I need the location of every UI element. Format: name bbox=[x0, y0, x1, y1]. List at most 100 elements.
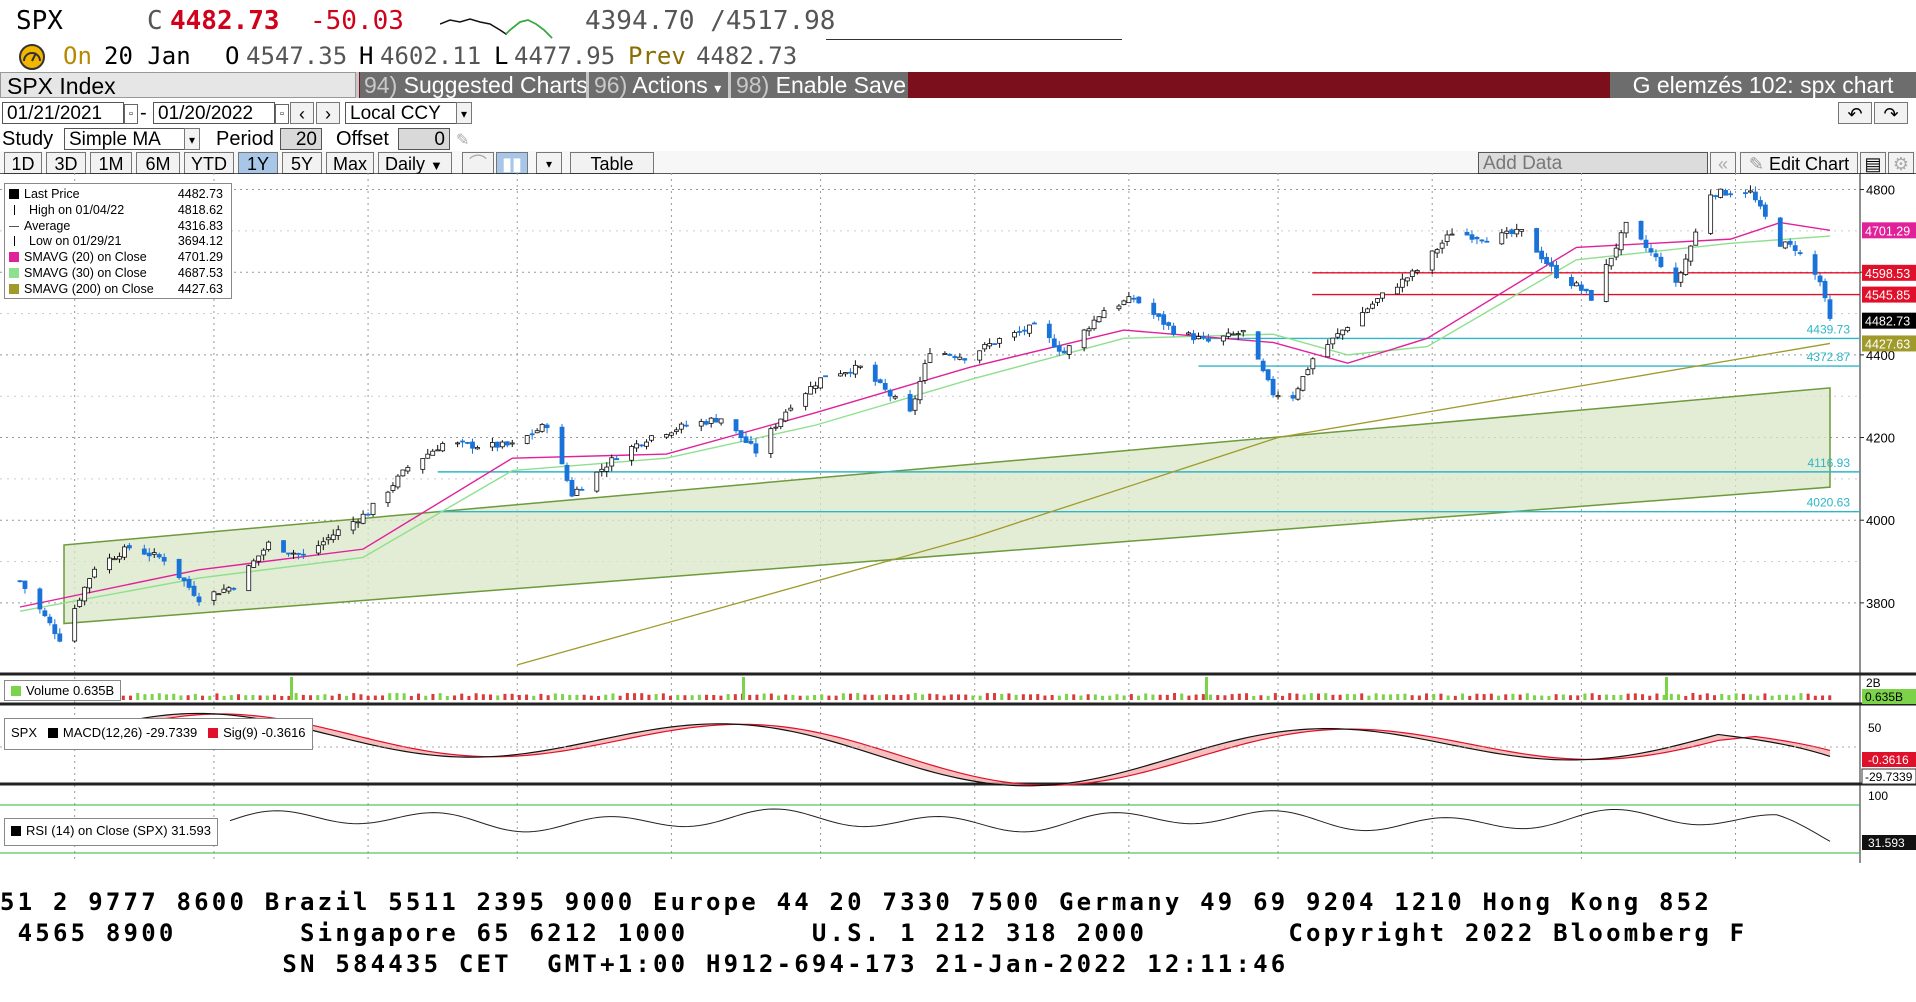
calendar-icon[interactable]: ▫ bbox=[275, 104, 289, 124]
volume-bar bbox=[1677, 694, 1681, 700]
collapse-icon[interactable]: « bbox=[1710, 152, 1736, 174]
actions-button[interactable]: 96) Actions ▾ bbox=[590, 72, 732, 98]
gear-icon[interactable]: ⚙ bbox=[1888, 152, 1914, 174]
candle-body bbox=[1335, 333, 1341, 338]
chevron-down-icon[interactable]: ▾ bbox=[456, 102, 472, 124]
candle-body bbox=[435, 449, 441, 452]
volume-bar bbox=[1597, 694, 1601, 700]
volume-bar bbox=[273, 694, 277, 700]
candle-body bbox=[1708, 194, 1714, 234]
offset-field[interactable]: 0 bbox=[398, 128, 450, 150]
candle-chart-icon[interactable]: ▮▮ bbox=[496, 152, 528, 174]
edit-chart-button[interactable]: ✎ Edit Chart bbox=[1740, 152, 1858, 174]
horizontal-levels: 4439.73 4372.87 4116.93 4020.63 bbox=[437, 272, 1860, 513]
security-field[interactable]: SPX Index bbox=[0, 72, 356, 99]
volume-bar bbox=[453, 695, 457, 700]
volume-bar bbox=[337, 693, 341, 700]
price-chart[interactable]: 4439.73 4372.87 4116.93 4020.63 3800 4000 420… bbox=[0, 173, 1916, 863]
volume-bar bbox=[611, 693, 615, 700]
volume-bar bbox=[1425, 693, 1429, 700]
candle-body bbox=[609, 457, 615, 467]
ticker-symbol[interactable]: SPX bbox=[16, 6, 63, 36]
candle-body bbox=[673, 429, 679, 432]
candle-body bbox=[1255, 331, 1261, 360]
redo-icon[interactable]: ↷ bbox=[1874, 102, 1908, 124]
candle-body bbox=[1051, 338, 1057, 348]
volume-bar bbox=[1533, 695, 1537, 700]
candle-body bbox=[1027, 324, 1032, 334]
range-6m-button[interactable]: 6M bbox=[136, 152, 180, 174]
volume-bar bbox=[179, 695, 183, 700]
candle-body bbox=[738, 430, 744, 439]
study-select[interactable]: Simple MA bbox=[64, 128, 200, 150]
sparkline-icon bbox=[440, 18, 553, 39]
enable-save-button[interactable]: 98) Enable Save bbox=[732, 72, 908, 98]
candle-body bbox=[211, 591, 217, 601]
volume-bar bbox=[1741, 693, 1745, 700]
candle-body bbox=[1822, 280, 1828, 299]
range-5y-button[interactable]: 5Y bbox=[282, 152, 322, 174]
candle-body bbox=[649, 435, 654, 441]
range-3d-button[interactable]: 3D bbox=[46, 152, 86, 174]
volume-bar bbox=[445, 695, 449, 700]
range-1d-button[interactable]: 1D bbox=[4, 152, 42, 174]
candle-body bbox=[251, 560, 257, 568]
candle-body bbox=[644, 441, 649, 447]
candle-body bbox=[1474, 237, 1480, 240]
date-to-field[interactable]: 01/20/2022 bbox=[153, 102, 275, 124]
candle-body bbox=[420, 458, 426, 470]
volume-bar bbox=[323, 694, 327, 700]
range-max-button[interactable]: Max bbox=[326, 152, 374, 174]
pencil-icon[interactable]: ✎ bbox=[456, 132, 470, 149]
volume-spike bbox=[1205, 677, 1208, 700]
calendar-icon[interactable]: ▫ bbox=[124, 104, 138, 124]
candle-body bbox=[1678, 272, 1684, 283]
period-field[interactable]: 20 bbox=[280, 128, 322, 150]
frequency-select[interactable]: Daily ▼ bbox=[378, 152, 452, 174]
chart-settings-icon[interactable]: ▤ bbox=[1860, 152, 1886, 174]
volume-bar bbox=[935, 694, 939, 700]
candle-body bbox=[489, 442, 495, 448]
prev-period-button[interactable]: ‹ bbox=[290, 102, 314, 124]
range-1y-button[interactable]: 1Y bbox=[238, 152, 278, 174]
volume-bar bbox=[561, 694, 565, 700]
chevron-down-icon[interactable]: ▾ bbox=[184, 128, 200, 150]
line-chart-icon[interactable]: ⌒ bbox=[462, 152, 494, 174]
x-month-label: Apr bbox=[433, 861, 454, 863]
volume-bar bbox=[1057, 695, 1061, 700]
chart-title[interactable]: G elemzés 102: spx chart bbox=[1610, 72, 1916, 98]
candle-body bbox=[564, 464, 570, 481]
function-bar: SPX Index 94) Suggested Charts 96) Actio… bbox=[0, 72, 1916, 99]
date-from-field[interactable]: 01/21/2021 bbox=[2, 102, 124, 124]
table-button[interactable]: Table bbox=[570, 152, 654, 174]
range-1m-button[interactable]: 1M bbox=[90, 152, 132, 174]
volume-bar bbox=[1641, 694, 1645, 700]
sma20-line bbox=[19, 221, 1831, 608]
candle-body bbox=[1753, 191, 1758, 201]
chart-legend[interactable]: Last Price 4482.73 High on 01/04/22 4818.6… bbox=[4, 183, 232, 299]
volume-bar bbox=[1770, 695, 1774, 700]
macd-badge bbox=[1861, 768, 1916, 785]
quote-header: SPX C 4482.73 -50.03 4394.70 /4517.98 bbox=[0, 6, 1916, 42]
volume-spike bbox=[290, 677, 293, 700]
volume-bar bbox=[892, 694, 896, 700]
volume-bar bbox=[1446, 695, 1450, 700]
suggested-charts-button[interactable]: 94) Suggested Charts bbox=[360, 72, 590, 98]
volume-bar bbox=[1165, 694, 1169, 700]
period-label: Period bbox=[216, 128, 274, 150]
range-ytd-button[interactable]: YTD bbox=[184, 152, 234, 174]
volume-bar bbox=[1576, 695, 1580, 700]
candle-body bbox=[355, 521, 361, 524]
candle-body bbox=[887, 389, 893, 397]
volume-bar bbox=[820, 694, 824, 700]
chevron-down-icon[interactable]: ▾ bbox=[536, 152, 562, 174]
candle-body bbox=[146, 552, 152, 557]
candle-body bbox=[1504, 230, 1510, 234]
volume-bar bbox=[503, 693, 507, 700]
undo-icon[interactable]: ↶ bbox=[1838, 102, 1872, 124]
add-data-input[interactable]: Add Data bbox=[1478, 152, 1708, 174]
volume-bar bbox=[481, 694, 485, 700]
currency-select[interactable]: Local CCY bbox=[345, 102, 471, 124]
next-period-button[interactable]: › bbox=[316, 102, 340, 124]
speedometer-icon[interactable] bbox=[18, 43, 46, 71]
